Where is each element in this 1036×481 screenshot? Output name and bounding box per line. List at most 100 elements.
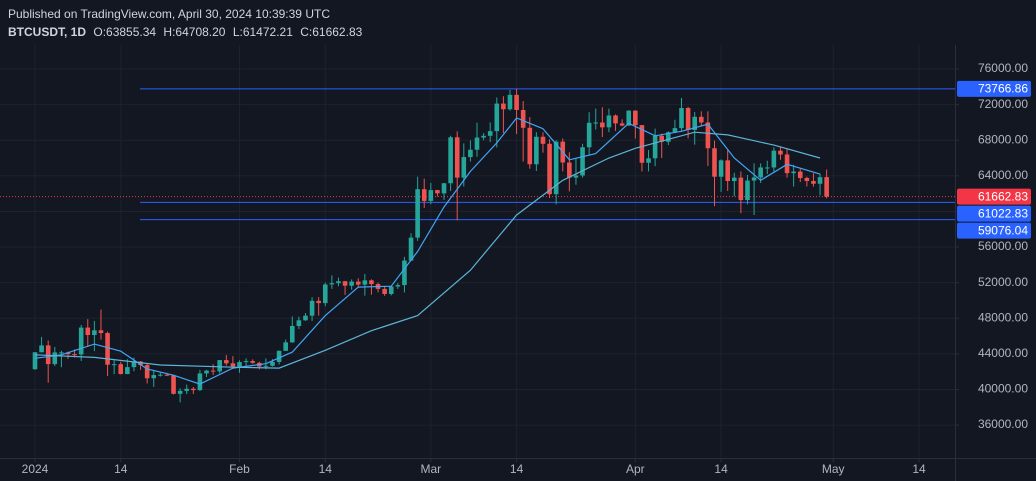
candle-body [659, 135, 665, 142]
x-tick-label: 14 [912, 462, 926, 476]
candle-body [540, 136, 546, 144]
candle-body [672, 128, 678, 133]
ohlc-high: H:64708.20 [163, 25, 225, 39]
x-tick-label: Apr [626, 462, 645, 476]
candle-body [791, 171, 796, 174]
candle-body [461, 157, 467, 178]
price-tag-box [957, 205, 1031, 222]
candle-body [705, 122, 711, 149]
candle-body [243, 361, 249, 363]
candle-body [355, 281, 361, 285]
candle-body [171, 375, 176, 394]
candle-body [164, 374, 170, 376]
candle-body [72, 354, 77, 356]
candle-body [276, 350, 282, 362]
candle-body [45, 345, 51, 365]
moving-average [34, 131, 821, 369]
candle-body [725, 160, 730, 182]
candle-body [501, 103, 506, 110]
candle-body [125, 367, 130, 375]
candle-body [296, 320, 302, 327]
candle-body [105, 333, 110, 365]
candle-body [98, 330, 104, 334]
candle-body [698, 116, 704, 123]
candle-body [92, 330, 97, 335]
candle-body [210, 370, 216, 372]
price-tags: 73766.86 61662.83 61022.83 59076.04 [957, 80, 1031, 239]
candle-body [428, 190, 434, 201]
candle-body [712, 148, 717, 177]
candle-body [626, 110, 632, 126]
price-tag-label: 61022.83 [978, 206, 1028, 220]
candle-body [59, 352, 64, 354]
y-tick-label: 72000.00 [978, 97, 1028, 111]
candle-body [679, 108, 684, 129]
candle-body [250, 361, 256, 363]
candle-body [111, 364, 117, 366]
candle-body [191, 388, 196, 391]
candle-body [547, 143, 552, 195]
candle-body [454, 137, 460, 178]
candle-body [817, 177, 823, 184]
candle-body [474, 137, 480, 150]
candle-body [263, 365, 269, 367]
candle-body [692, 116, 698, 131]
grid [0, 45, 955, 458]
candle-body [646, 158, 651, 163]
candle-body [778, 150, 783, 155]
candle-body [738, 177, 744, 201]
candle-body [408, 237, 414, 261]
x-tick-label: May [822, 462, 845, 476]
x-tick-label: 2024 [22, 462, 49, 476]
candle-body [613, 115, 618, 124]
candle-body [197, 373, 203, 391]
y-tick-label: 52000.00 [978, 275, 1028, 289]
price-tag-label: 59076.04 [978, 223, 1028, 237]
y-tick-label: 76000.00 [978, 61, 1028, 75]
candle-body [731, 177, 737, 182]
candle-body [32, 352, 38, 370]
candle-body [289, 326, 295, 343]
price-tag-box [957, 188, 1031, 205]
x-tick-label: 14 [114, 462, 128, 476]
candle-body [85, 327, 91, 335]
price-tag-box [957, 80, 1031, 97]
candle-body [520, 109, 526, 128]
y-tick-label: 40000.00 [978, 382, 1028, 396]
candle-body [309, 300, 315, 316]
y-tick-label: 56000.00 [978, 239, 1028, 253]
candle-body [237, 362, 242, 367]
candle-body [487, 131, 493, 136]
ohlc-close: C:61662.83 [300, 25, 362, 39]
candle-body [771, 150, 777, 168]
candle-body [362, 280, 368, 285]
candle-body [527, 127, 533, 165]
candle-body [131, 361, 137, 368]
candle-body [606, 115, 612, 128]
candle-body [586, 122, 592, 148]
published-note: Published on TradingView.com, April 30, … [8, 7, 330, 21]
candle-body [448, 137, 453, 184]
candle-body [336, 281, 341, 284]
candle-body [600, 122, 605, 128]
x-tick-label: 14 [714, 462, 728, 476]
y-tick-label: 36000.00 [978, 417, 1028, 431]
candle-body [567, 162, 572, 178]
candle-body [303, 315, 308, 321]
candle-body [824, 177, 829, 197]
candle-body [204, 370, 209, 374]
ohlc-open: O:63855.34 [93, 25, 156, 39]
candle-body [118, 364, 124, 375]
ohlc-low: L:61472.21 [233, 25, 293, 39]
candle-body [435, 190, 440, 194]
candles [32, 88, 829, 403]
candle-body [52, 352, 58, 365]
candle-body [633, 110, 638, 126]
candle-body [270, 361, 275, 366]
candle-body [349, 281, 354, 286]
moving-average [34, 117, 821, 385]
candle-body [580, 147, 585, 176]
candle-body [534, 136, 539, 165]
